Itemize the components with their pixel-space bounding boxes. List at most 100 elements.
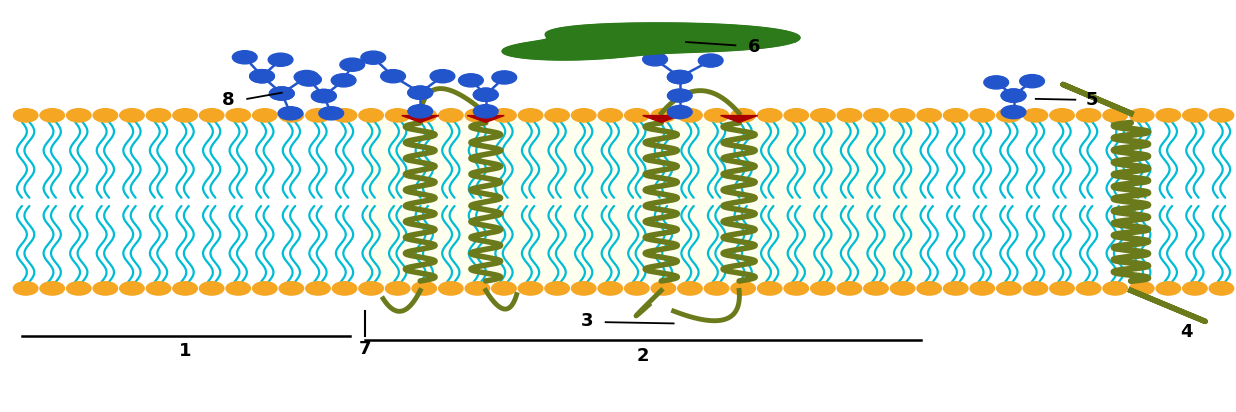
Ellipse shape [465,109,489,122]
Ellipse shape [120,282,145,295]
Ellipse shape [305,282,330,295]
Ellipse shape [1001,89,1026,102]
Ellipse shape [677,282,702,295]
Ellipse shape [173,282,198,295]
Polygon shape [467,116,504,122]
Text: 6: 6 [748,37,760,56]
Ellipse shape [624,282,649,295]
Ellipse shape [232,51,257,64]
Ellipse shape [146,109,171,122]
Ellipse shape [518,282,543,295]
Ellipse shape [297,73,321,86]
Text: 7: 7 [358,340,371,358]
Ellipse shape [408,86,433,99]
Ellipse shape [430,70,455,83]
Ellipse shape [14,109,38,122]
Ellipse shape [1023,282,1048,295]
Ellipse shape [252,282,277,295]
Ellipse shape [459,74,483,87]
Ellipse shape [40,109,64,122]
Ellipse shape [311,89,336,103]
Ellipse shape [305,109,330,122]
Ellipse shape [1103,109,1127,122]
Ellipse shape [705,282,729,295]
Ellipse shape [571,109,596,122]
Ellipse shape [784,282,808,295]
Text: 5: 5 [1085,91,1098,109]
Ellipse shape [492,109,517,122]
Ellipse shape [571,282,596,295]
Ellipse shape [943,282,968,295]
Ellipse shape [1183,109,1208,122]
Ellipse shape [1001,105,1026,119]
Ellipse shape [970,109,995,122]
Ellipse shape [14,282,38,295]
Ellipse shape [173,109,198,122]
Ellipse shape [268,53,293,66]
Ellipse shape [890,109,915,122]
FancyBboxPatch shape [365,119,921,284]
Ellipse shape [412,282,436,295]
Polygon shape [643,116,680,122]
Ellipse shape [1183,282,1208,295]
Ellipse shape [67,282,91,295]
Polygon shape [502,23,800,60]
Ellipse shape [837,109,861,122]
Ellipse shape [1020,75,1044,88]
Ellipse shape [1209,282,1234,295]
Text: 1: 1 [179,342,192,360]
Ellipse shape [199,282,224,295]
Ellipse shape [250,70,274,83]
Ellipse shape [1077,109,1101,122]
Ellipse shape [319,107,344,120]
Ellipse shape [67,109,91,122]
Ellipse shape [473,88,498,101]
Ellipse shape [758,282,782,295]
Ellipse shape [439,282,464,295]
Text: 4: 4 [1180,323,1193,342]
Ellipse shape [667,70,692,84]
Ellipse shape [890,282,915,295]
Ellipse shape [1049,109,1074,122]
Ellipse shape [1077,282,1101,295]
Ellipse shape [996,282,1021,295]
Ellipse shape [331,74,356,87]
Ellipse shape [758,109,782,122]
Ellipse shape [252,109,277,122]
Ellipse shape [408,86,433,99]
Ellipse shape [811,282,836,295]
Ellipse shape [1209,109,1234,122]
Ellipse shape [408,105,433,118]
Ellipse shape [917,282,942,295]
Ellipse shape [412,109,436,122]
Ellipse shape [943,109,968,122]
Ellipse shape [864,282,889,295]
Ellipse shape [667,105,692,119]
Ellipse shape [624,109,649,122]
Ellipse shape [93,109,117,122]
Ellipse shape [730,282,755,295]
Ellipse shape [386,282,410,295]
Ellipse shape [465,282,489,295]
Ellipse shape [279,282,304,295]
Ellipse shape [358,109,383,122]
Ellipse shape [811,109,836,122]
Ellipse shape [146,282,171,295]
Ellipse shape [598,109,623,122]
Ellipse shape [226,282,251,295]
Ellipse shape [361,51,386,64]
Ellipse shape [311,89,336,103]
Ellipse shape [651,282,676,295]
Ellipse shape [705,109,729,122]
Ellipse shape [837,282,861,295]
Ellipse shape [545,109,570,122]
Ellipse shape [473,88,498,101]
Ellipse shape [381,70,405,83]
Ellipse shape [518,109,543,122]
Ellipse shape [984,76,1009,89]
Ellipse shape [1130,109,1154,122]
Ellipse shape [598,282,623,295]
Ellipse shape [864,109,889,122]
Ellipse shape [970,282,995,295]
Ellipse shape [492,282,517,295]
